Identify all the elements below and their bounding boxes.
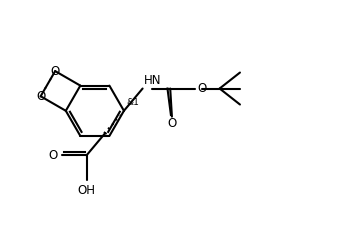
Text: O: O — [51, 65, 60, 78]
Text: HN: HN — [144, 74, 162, 87]
Text: O: O — [49, 149, 58, 162]
Text: O: O — [36, 90, 45, 104]
Text: &1: &1 — [127, 98, 139, 107]
Text: O: O — [197, 82, 206, 95]
Text: O: O — [167, 117, 177, 130]
Text: OH: OH — [78, 184, 95, 197]
